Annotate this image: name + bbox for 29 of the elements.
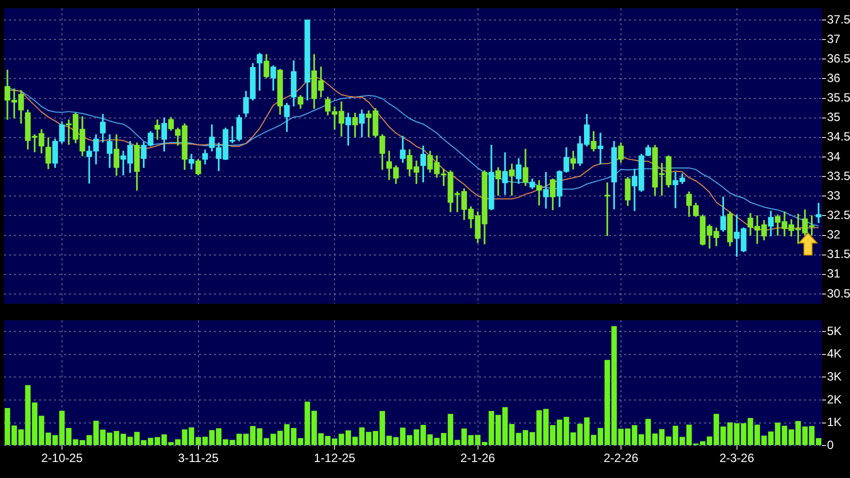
y-tick-label: 0 xyxy=(827,438,834,452)
y-tick-label: 34 xyxy=(827,149,841,164)
x-tick-label: 2-2-26 xyxy=(604,451,639,466)
y-tick-label: 35.5 xyxy=(827,90,850,105)
y-tick-label: 35 xyxy=(827,110,841,124)
candlestick xyxy=(598,132,604,164)
y-tick-label: 2K xyxy=(827,392,842,406)
x-tick-label: 2-3-26 xyxy=(719,451,754,466)
x-tick-label: 3-11-25 xyxy=(178,451,219,466)
y-tick-label: 31 xyxy=(827,266,841,281)
y-tick-label: 32.5 xyxy=(827,208,850,222)
y-tick-label: 37.5 xyxy=(827,12,850,26)
candlestick xyxy=(543,172,549,209)
y-tick-label: 33.5 xyxy=(827,168,850,183)
y-tick-label: 31.5 xyxy=(827,247,850,262)
y-tick-label: 37 xyxy=(827,32,841,46)
y-tick-label: 4K xyxy=(827,346,842,361)
y-tick-label: 3K xyxy=(827,370,842,384)
y-tick-label: 30.5 xyxy=(827,286,850,300)
y-tick-label: 33 xyxy=(827,188,841,202)
y-tick-label: 36 xyxy=(827,70,841,85)
y-tick-label: 1K xyxy=(827,415,842,430)
x-tick-label: 1-12-25 xyxy=(314,451,356,466)
y-tick-label: 32 xyxy=(827,228,841,242)
y-tick-label: 36.5 xyxy=(827,51,850,66)
y-tick-label: 5K xyxy=(827,324,842,338)
y-tick-label: 34.5 xyxy=(827,130,850,144)
x-tick-label: 2-1-26 xyxy=(460,451,496,466)
x-tick-label: 2-10-25 xyxy=(41,451,83,466)
